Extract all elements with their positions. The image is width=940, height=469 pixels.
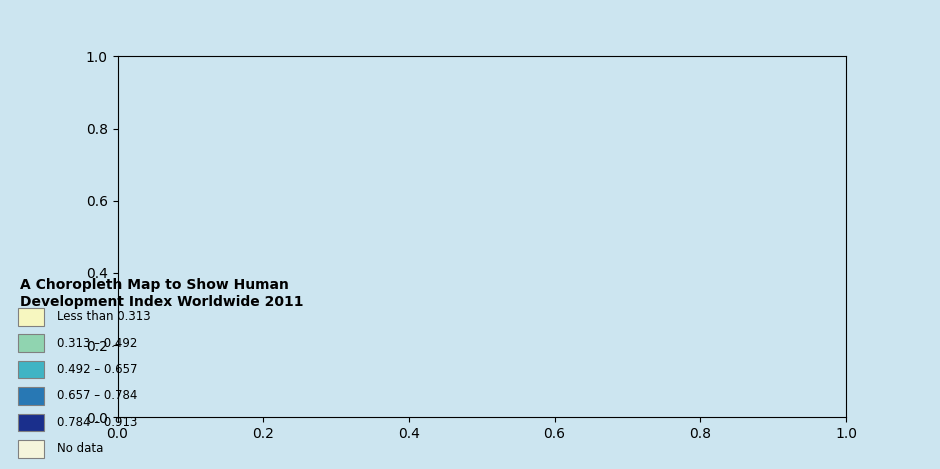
FancyBboxPatch shape <box>18 334 44 352</box>
FancyBboxPatch shape <box>18 308 44 325</box>
FancyBboxPatch shape <box>18 440 44 458</box>
Text: A Choropleth Map to Show Human
Development Index Worldwide 2011: A Choropleth Map to Show Human Developme… <box>21 279 304 309</box>
FancyBboxPatch shape <box>18 387 44 405</box>
FancyBboxPatch shape <box>18 414 44 431</box>
Text: No data: No data <box>57 442 103 455</box>
Text: 0.492 – 0.657: 0.492 – 0.657 <box>57 363 137 376</box>
FancyBboxPatch shape <box>18 361 44 378</box>
Text: 0.313 – 0.492: 0.313 – 0.492 <box>57 337 137 350</box>
Text: 0.784 – 0.913: 0.784 – 0.913 <box>57 416 137 429</box>
Text: Less than 0.313: Less than 0.313 <box>57 310 150 323</box>
Text: 0.657 – 0.784: 0.657 – 0.784 <box>57 389 137 402</box>
